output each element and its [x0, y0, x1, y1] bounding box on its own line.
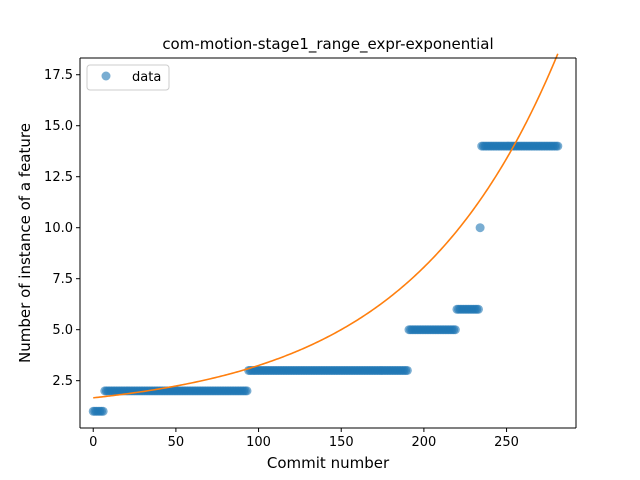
y-tick-label: 7.5	[52, 272, 73, 287]
ticks: 0 50 100 150 200 250 2.5 5.0 7.5 10.0 12.5 15.0 17.5	[44, 68, 519, 450]
x-tick-label: 100	[246, 435, 271, 450]
data-point	[402, 365, 412, 375]
x-tick-label: 250	[494, 435, 519, 450]
data-point	[473, 304, 483, 314]
legend-marker-data	[101, 71, 111, 81]
x-tick-label: 200	[411, 435, 436, 450]
data-point	[242, 386, 252, 396]
data-points	[88, 141, 563, 416]
x-tick-label: 50	[168, 435, 185, 450]
y-tick-label: 5.0	[52, 323, 73, 338]
fit-curve-layer	[93, 53, 559, 399]
x-axis-title: Commit number	[267, 454, 390, 472]
axis-frame	[79, 57, 577, 429]
data-point	[475, 223, 485, 233]
legend-box	[86, 64, 170, 91]
chart-title: com-motion-stage1_range_expr-exponential	[162, 35, 493, 54]
y-tick-label: 15.0	[44, 119, 73, 134]
y-tick-label: 12.5	[44, 170, 73, 185]
data-point	[450, 325, 460, 335]
fit-curve-line	[93, 53, 559, 399]
y-tick-label: 2.5	[52, 374, 73, 389]
y-tick-label: 17.5	[44, 68, 73, 83]
data-point	[553, 141, 563, 151]
x-tick-label: 150	[329, 435, 354, 450]
y-tick-label: 10.0	[44, 221, 73, 236]
y-axis-title: Number of instance of a feature	[16, 123, 34, 363]
x-tick-label: 0	[89, 435, 97, 450]
legend-label-data: data	[132, 70, 161, 85]
data-point	[98, 406, 108, 416]
legend: data	[86, 64, 170, 91]
